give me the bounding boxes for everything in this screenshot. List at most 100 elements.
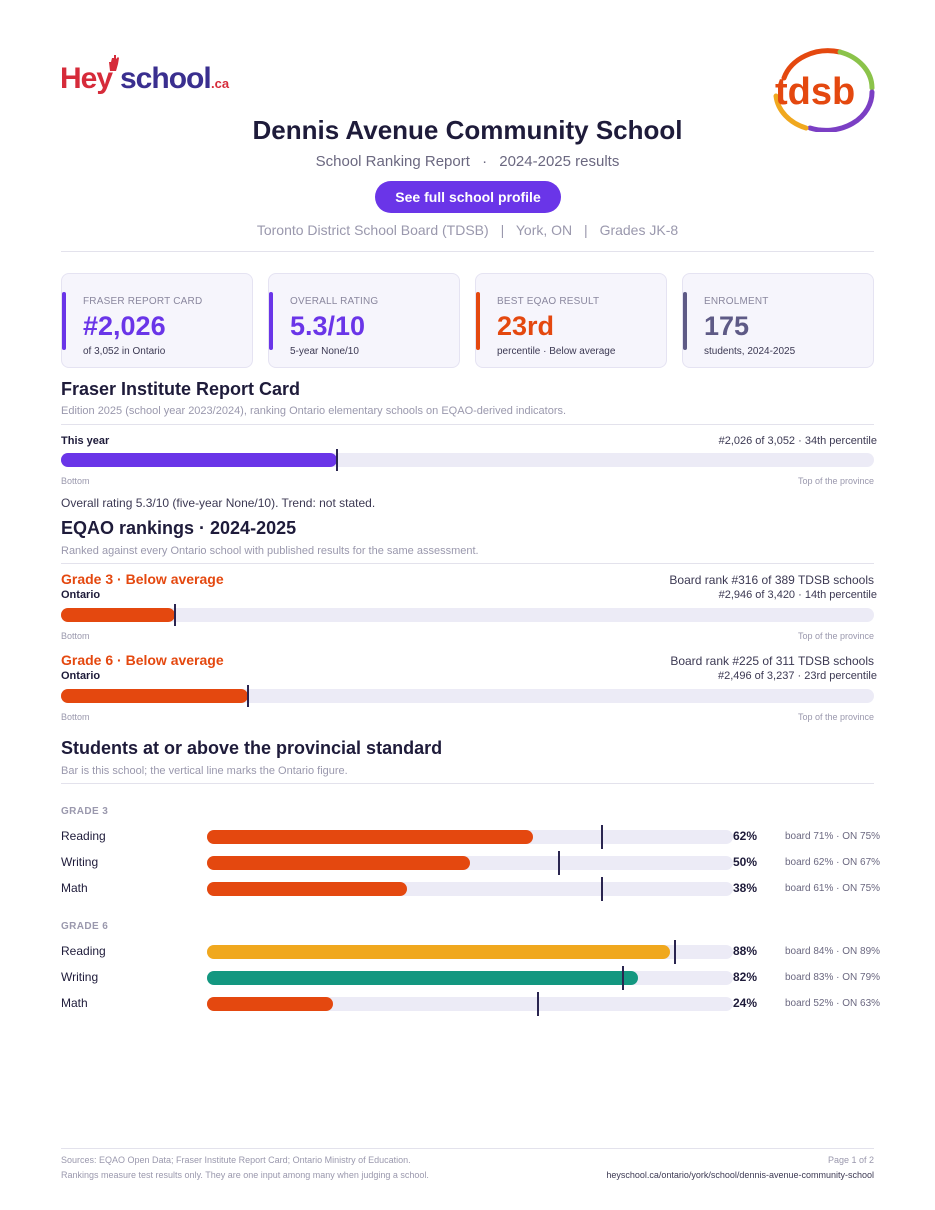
card-subtext: students, 2024-2025 [704,346,796,357]
standard-comparison: board 62% · ON 67% [785,857,881,868]
fraser-row-label: This year [61,435,110,447]
report-subtitle: School Ranking Report · 2024-2025 result… [0,153,935,170]
eqao-divider [61,563,874,564]
logo-school-text: school [120,62,212,95]
fraser-heading: Fraser Institute Report Card [61,379,301,399]
card-label: OVERALL RATING [290,296,379,307]
school-grades: Grades JK-8 [599,222,679,238]
eqao-note: Ranked against every Ontario school with… [61,545,479,557]
standard-bar-track [207,851,733,875]
card-accent-bar [683,292,687,350]
axis-top-label: Top of the province [797,476,874,486]
meta-separator: | [584,222,588,238]
axis-bottom-label: Bottom [61,631,90,641]
standard-comparison: board 84% · ON 89% [785,946,881,957]
enrolment-card: ENROLMENT 175 students, 2024-2025 [682,273,874,368]
standard-heading: Students at or above the provincial stan… [61,738,443,758]
school-location: York, ON [515,222,573,238]
card-label: FRASER REPORT CARD [83,296,203,307]
see-full-profile-button[interactable]: See full school profile [375,181,561,213]
standard-ontario-marker [558,851,561,875]
grade6-percentile-fill [61,689,248,703]
heyschool-logo[interactable]: Hey school .ca [60,55,240,100]
grade6-province-rank: #2,496 of 3,237 · 23rd percentile [717,670,877,682]
axis-bottom-label: Bottom [61,712,90,722]
standard-school-percent: 62% [733,829,758,843]
card-accent-bar [62,292,66,350]
standard-comparison: board 83% · ON 79% [785,972,881,983]
card-subtext: percentile · Below average [497,346,616,357]
eqao-heading: EQAO rankings · 2024-2025 [61,518,297,538]
school-board: Toronto District School Board (TDSB) [256,222,489,238]
standard-school-bar [207,856,470,870]
standard-school-percent: 50% [733,855,758,869]
fraser-percentile-fill [61,453,338,467]
card-subtext: of 3,052 in Ontario [83,346,166,357]
standard-subject-label: Reading [61,944,106,958]
standard-subject-label: Math [61,996,88,1010]
axis-top-label: Top of the province [797,631,874,641]
standard-ontario-marker [621,966,624,990]
grade3-province-rank: #2,946 of 3,420 · 14th percentile [718,589,877,601]
standard-bar-track [207,877,733,901]
best-eqao-card: BEST EQAO RESULT 23rd percentile · Below… [475,273,667,368]
report-year: 2024-2025 results [499,153,620,170]
fraser-percentile-marker [336,449,339,471]
card-label: ENROLMENT [704,296,769,307]
standard-school-percent: 82% [733,970,758,984]
standard-school-bar [207,830,534,844]
standard-bar-track [207,825,733,849]
header-divider [61,251,874,252]
grade3-board-rank: Board rank #316 of 389 TDSB schools [669,573,874,587]
fraser-summary: Overall rating 5.3/10 (five-year None/10… [61,496,376,510]
axis-bottom-label: Bottom [61,476,90,486]
grade3-percentile-marker [173,604,176,626]
logo-ca-text: .ca [211,76,230,91]
subtitle-separator: · [482,153,488,170]
footer-sources: Sources: EQAO Open Data; Fraser Institut… [61,1155,411,1165]
fraser-note: Edition 2025 (school year 2023/2024), ra… [61,405,567,417]
waving-hand-icon [109,55,119,71]
footer-disclaimer: Rankings measure test results only. They… [61,1170,429,1180]
grade3-scope: Ontario [61,589,101,601]
standard-ontario-marker [674,940,677,964]
standard-ontario-marker [600,825,603,849]
footer-url[interactable]: heyschool.ca/ontario/york/school/dennis-… [606,1170,874,1180]
tdsb-ring-icon: tdsb [773,48,875,133]
grade6-board-rank: Board rank #225 of 311 TDSB schools [670,654,874,668]
meta-separator: | [500,222,505,238]
standard-school-percent: 38% [733,881,758,895]
footer-page-number: Page 1 of 2 [827,1155,874,1165]
standard-comparison: board 61% · ON 75% [785,883,881,894]
grade3-percentile-fill [61,608,175,622]
axis-top-label: Top of the province [797,712,874,722]
grade6-scope: Ontario [61,670,101,682]
card-value: 23rd [497,311,555,341]
card-accent-bar [269,292,273,350]
tdsb-logo: tdsb [770,48,876,133]
standard-group-label: GRADE 6 [61,921,109,932]
fraser-card: FRASER REPORT CARD #2,026 of 3,052 in On… [61,273,253,368]
standard-bar-track [207,966,733,990]
fraser-divider [61,424,874,425]
standard-subject-label: Writing [61,970,99,984]
card-value: 175 [704,311,750,341]
standard-group-label: GRADE 3 [61,806,109,817]
standard-ontario-marker [600,877,603,901]
report-name: School Ranking Report [315,153,470,170]
standard-bar-track [207,992,733,1016]
standard-school-percent: 24% [733,996,758,1010]
standard-subject-label: Math [61,881,88,895]
card-value: #2,026 [83,311,166,341]
grade3-percentile-bar [61,604,874,626]
tdsb-logo-text: tdsb [775,71,855,113]
school-meta: Toronto District School Board (TDSB) | Y… [0,222,935,238]
page-title: Dennis Avenue Community School [252,115,683,145]
card-value: 5.3/10 [290,311,366,341]
card-subtext: 5-year None/10 [290,346,359,357]
standard-bar-track [207,940,733,964]
card-accent-bar [476,292,480,350]
standard-subject-label: Writing [61,855,99,869]
standard-school-bar [207,997,334,1011]
grade3-ranking-title: Grade 3 · Below average [61,571,224,587]
